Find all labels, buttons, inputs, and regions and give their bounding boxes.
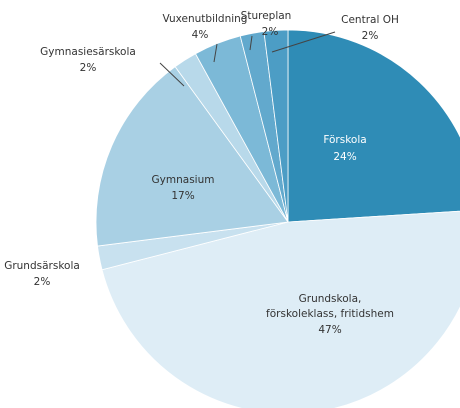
leader-line [213, 43, 218, 63]
leader-line [249, 35, 253, 51]
slice-label: Central OH [341, 14, 399, 26]
slice-value-label: 2% [33, 276, 51, 288]
slice-label: Stureplan [240, 10, 292, 22]
pie-slice [101, 210, 460, 408]
slice-label: Gymnasiesärskola [40, 46, 136, 58]
pie-slice [95, 66, 289, 247]
slice-label: Förskola [323, 134, 367, 146]
slice-label: Vuxenutbildning [162, 13, 248, 25]
pie-slice [263, 29, 289, 223]
slice-value-label: 17% [171, 190, 195, 202]
leader-line [271, 31, 336, 53]
slice-value-label: 2% [79, 62, 97, 74]
slice-value-label: 2% [361, 30, 379, 42]
slice-label: Grundsärskola [4, 260, 80, 272]
slice-label: Grundskola, förskoleklass, fritidshem [266, 293, 394, 320]
slice-value-label: 24% [333, 151, 357, 163]
slice-value-label: 47% [318, 324, 342, 336]
slice-value-label: 4% [191, 29, 209, 41]
slice-value-label: 2% [261, 26, 279, 38]
slice-label: Gymnasium [151, 174, 215, 186]
leader-line [159, 62, 185, 87]
pie-slice [287, 29, 460, 223]
